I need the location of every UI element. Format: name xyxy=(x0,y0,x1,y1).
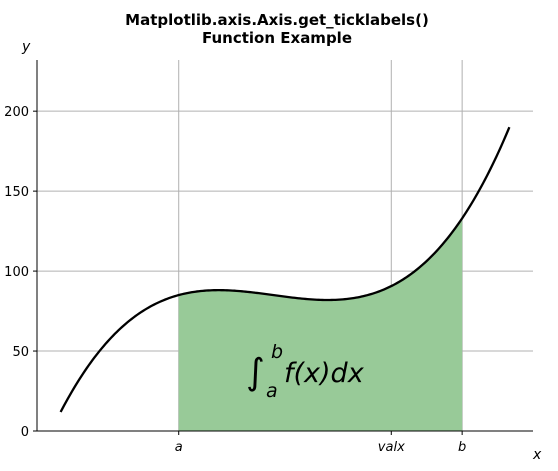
integral-expression: f(x)dx xyxy=(284,358,365,389)
x-tick-label-1: valx xyxy=(378,440,405,455)
x-tick-label-2: b xyxy=(458,440,466,455)
chart-title-line-2: Function Example xyxy=(202,29,352,47)
integral-annotation: ∫ b a f(x)dx xyxy=(246,341,365,402)
y-tick-label-2: 100 xyxy=(4,265,29,280)
y-tick-label-4: 200 xyxy=(4,105,29,120)
ticks: a valx b 0 50 100 150 200 xyxy=(4,105,466,455)
x-axis-label: x xyxy=(532,447,542,463)
function-curve xyxy=(59,126,511,413)
x-tick-label-0: a xyxy=(175,440,183,455)
shaded-integral-area xyxy=(178,218,463,431)
y-axis-label: y xyxy=(21,39,31,55)
integral-upper-limit: b xyxy=(271,341,283,363)
y-tick-label-1: 50 xyxy=(12,345,29,360)
integral-lower-limit: a xyxy=(266,380,278,402)
y-tick-label-0: 0 xyxy=(21,425,29,440)
chart-title-line-1: Matplotlib.axis.Axis.get_ticklabels() xyxy=(125,11,429,29)
integral-sign: ∫ xyxy=(246,352,265,393)
y-tick-label-3: 150 xyxy=(4,185,29,200)
